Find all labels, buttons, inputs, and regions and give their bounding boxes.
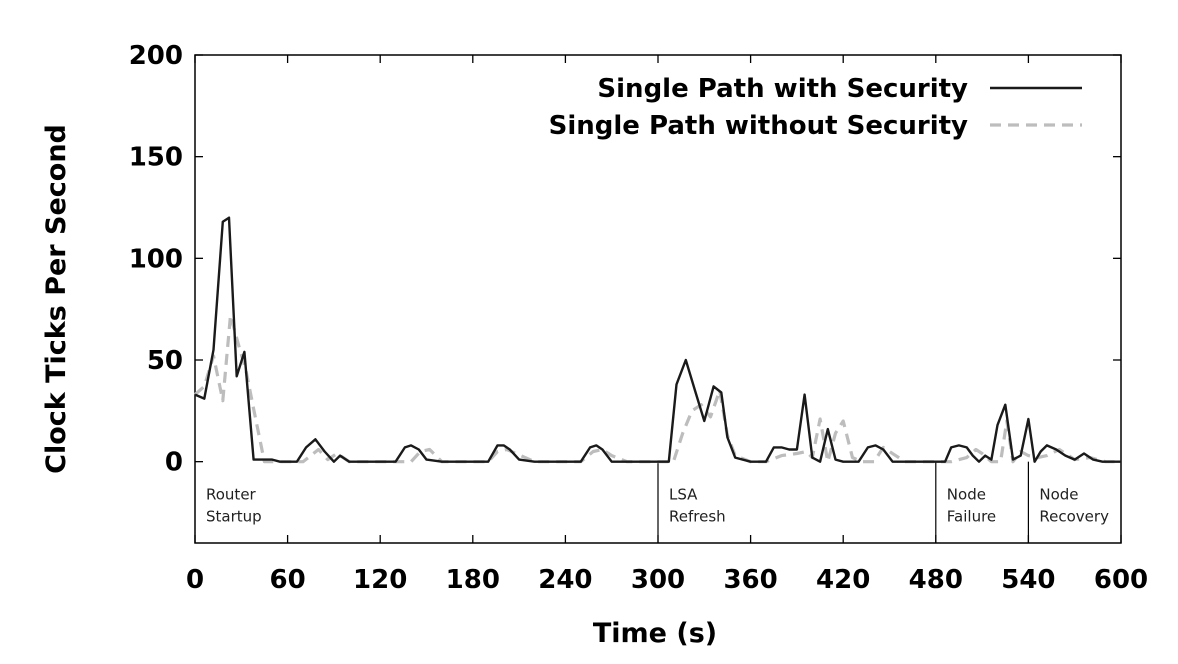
x-tick-label: 420 — [816, 565, 870, 595]
x-tick-label: 600 — [1094, 565, 1148, 595]
x-tick-label: 60 — [270, 565, 306, 595]
x-tick-label: 300 — [631, 565, 685, 595]
y-axis-title: Clock Ticks Per Second — [41, 124, 72, 474]
series-line-0 — [194, 216, 1121, 463]
x-tick-label: 240 — [538, 565, 592, 595]
phase-label: Failure — [947, 508, 996, 526]
x-tick-label: 360 — [723, 565, 777, 595]
y-tick-label: 150 — [129, 143, 183, 173]
x-tick-label: 0 — [186, 565, 204, 595]
y-tick-label: 0 — [165, 448, 183, 478]
phase-label: Node — [1039, 486, 1078, 504]
phase-label: Recovery — [1039, 508, 1109, 526]
x-axis-title: Time (s) — [593, 618, 717, 649]
series-line-1 — [193, 313, 1121, 464]
x-tick-label: 180 — [446, 565, 500, 595]
x-tick-label: 120 — [353, 565, 407, 595]
series-lines — [193, 216, 1121, 464]
phase-label: Router — [206, 486, 257, 504]
phase-label: Startup — [206, 508, 262, 526]
phase-annotations: Router Startup LSA Refresh Node Failure Node Re… — [206, 461, 1109, 543]
y-tick-label: 100 — [129, 244, 183, 274]
axis-tick-labels: 0 50 100 150 200 0 60 120 180 240 300 360 420 480 540 6… — [129, 41, 1148, 595]
legend-label: Single Path with Security — [597, 74, 968, 104]
phase-label: Refresh — [669, 508, 726, 526]
axis-ticks — [194, 54, 1122, 543]
x-tick-label: 540 — [1001, 565, 1055, 595]
phase-label: LSA — [669, 486, 698, 504]
y-tick-label: 50 — [147, 346, 183, 376]
phase-label: Node — [947, 486, 986, 504]
x-tick-label: 480 — [909, 565, 963, 595]
legend: Single Path with Security Single Path wit… — [549, 74, 1082, 141]
legend-label: Single Path without Security — [549, 111, 968, 141]
y-tick-label: 200 — [129, 41, 183, 71]
